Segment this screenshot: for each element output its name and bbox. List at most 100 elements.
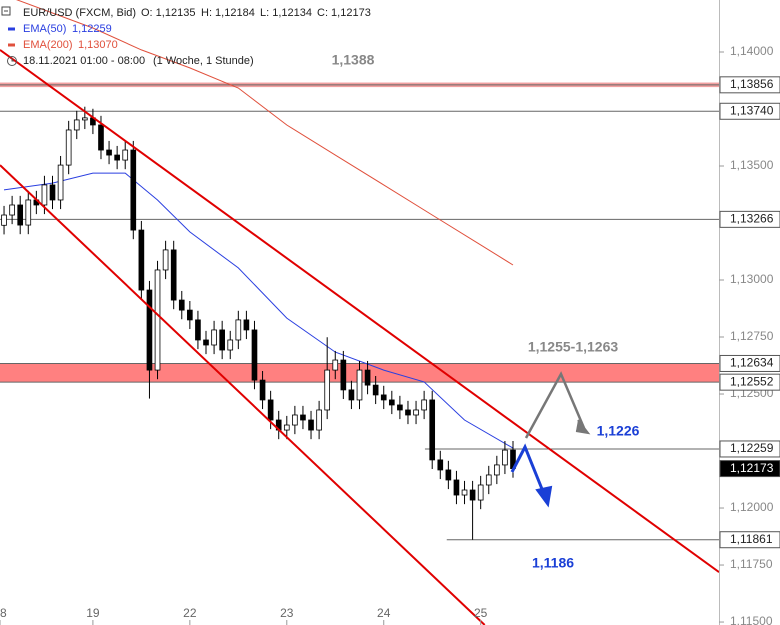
candle-body bbox=[332, 359, 339, 371]
plot-area bbox=[0, 0, 719, 625]
candle-body bbox=[397, 404, 403, 411]
candle-body bbox=[502, 449, 508, 466]
date-range: 18.11.2021 01:00 - 08:00 bbox=[23, 55, 145, 67]
candle-body bbox=[469, 489, 476, 501]
candle-body bbox=[453, 479, 460, 496]
candle-body bbox=[82, 117, 88, 121]
y-tick-label: 1,12750 bbox=[730, 329, 774, 343]
candle-body bbox=[227, 339, 234, 351]
legend-label: EMA(50) bbox=[23, 23, 66, 35]
price-label: 1,13856 bbox=[730, 77, 774, 91]
candle-body bbox=[154, 269, 161, 371]
candle-body bbox=[372, 384, 379, 396]
candle-body bbox=[146, 289, 153, 371]
price-axis: 1,14250 1,14000 1,13500 1,13000 1,12750 1,125… bbox=[719, 0, 780, 625]
price-label-box bbox=[719, 102, 780, 120]
price-label: 1,12259 bbox=[730, 441, 774, 455]
scenario-arrow bbox=[510, 443, 546, 495]
price-label: 1,13266 bbox=[730, 212, 774, 226]
price-label-box bbox=[719, 373, 780, 391]
price-label: 1,12634 bbox=[730, 356, 774, 370]
y-tick-label: 1,11750 bbox=[730, 557, 773, 571]
ohlc-high: H: 1,12184 bbox=[201, 7, 255, 19]
candle-body bbox=[187, 309, 193, 321]
candle-body bbox=[308, 419, 314, 431]
candle-body bbox=[380, 394, 387, 401]
candle-body bbox=[405, 409, 411, 416]
candle-body bbox=[388, 399, 395, 406]
price-label-box bbox=[719, 531, 780, 549]
candle-body bbox=[235, 319, 242, 341]
candle-body bbox=[178, 299, 185, 311]
ema-line bbox=[16, 0, 514, 266]
candle-body bbox=[9, 204, 15, 216]
y-tick-label: 1,11500 bbox=[730, 614, 773, 625]
candle-body bbox=[445, 469, 452, 481]
candle-body bbox=[413, 409, 419, 416]
candle-body bbox=[300, 414, 306, 421]
collapse-icon bbox=[1, 6, 11, 16]
candle-body bbox=[1, 214, 7, 226]
candle-body bbox=[251, 329, 258, 381]
candle-body bbox=[485, 474, 492, 486]
x-tick-label: 8 bbox=[0, 606, 7, 620]
candle-body bbox=[267, 399, 274, 421]
candle-body bbox=[106, 149, 112, 156]
candle-body bbox=[65, 129, 72, 166]
price-label-box bbox=[719, 440, 780, 458]
clock-icon bbox=[11, 58, 14, 62]
candle-body bbox=[219, 329, 225, 351]
price-label: 1,12552 bbox=[730, 374, 774, 388]
candle-body bbox=[114, 154, 120, 161]
y-tick-label: 1,13000 bbox=[730, 272, 774, 286]
annotations: 1,1388 1,1255-1,1263 1,1226 1,1186 bbox=[332, 52, 640, 571]
price-label-box bbox=[719, 354, 780, 372]
candle-body bbox=[283, 424, 290, 431]
x-tick-label: 23 bbox=[280, 606, 294, 620]
candle-body bbox=[340, 359, 347, 391]
x-tick-label: 25 bbox=[474, 606, 488, 620]
x-tick-label: 19 bbox=[86, 606, 100, 620]
price-label-box bbox=[719, 460, 780, 478]
candle-body bbox=[461, 489, 468, 496]
y-tick-label: 1,13500 bbox=[730, 158, 774, 172]
trend-line bbox=[0, 49, 719, 573]
candle-body bbox=[98, 124, 104, 151]
candle-body bbox=[25, 199, 32, 226]
candle-body bbox=[421, 399, 427, 411]
candle-body bbox=[243, 319, 250, 331]
candle-body bbox=[195, 319, 201, 341]
x-tick-label: 24 bbox=[377, 606, 391, 620]
legend-label: EMA(200) bbox=[23, 39, 73, 51]
candle-body bbox=[138, 229, 145, 291]
y-tick-label: 1,14000 bbox=[730, 44, 774, 58]
period: (1 Woche, 1 Stunde) bbox=[153, 55, 254, 67]
candle-body bbox=[364, 369, 371, 386]
price-label: 1,12173 bbox=[730, 461, 774, 475]
price-label: 1,13740 bbox=[730, 103, 774, 117]
clock-icon bbox=[7, 56, 17, 66]
candle-body bbox=[259, 379, 266, 401]
ema-line bbox=[3, 172, 514, 449]
price-label: 1,11861 bbox=[730, 532, 773, 546]
trend-line bbox=[0, 164, 486, 625]
annotation: 1,1388 bbox=[332, 52, 375, 68]
ohlc-close: C: 1,12173 bbox=[317, 7, 371, 19]
legend: EMA(50) 1,12259 EMA(200) 1,13070 bbox=[8, 23, 118, 51]
arrow-head bbox=[575, 419, 591, 435]
candle-body bbox=[57, 164, 64, 201]
candle-body bbox=[324, 369, 331, 411]
candle-body bbox=[73, 119, 80, 131]
ohlc-open: O: 1,12135 bbox=[141, 7, 195, 19]
price-label-box bbox=[719, 210, 780, 228]
annotation: 1,1255-1,1263 bbox=[528, 339, 619, 355]
candle-body bbox=[203, 339, 209, 346]
candle-body bbox=[17, 204, 24, 226]
candle-body bbox=[494, 464, 500, 476]
candle-body bbox=[356, 369, 363, 401]
candle-body bbox=[348, 389, 355, 401]
candle-body bbox=[429, 399, 436, 461]
legend-value: 1,13070 bbox=[78, 39, 118, 51]
x-tick-label: 22 bbox=[183, 606, 197, 620]
